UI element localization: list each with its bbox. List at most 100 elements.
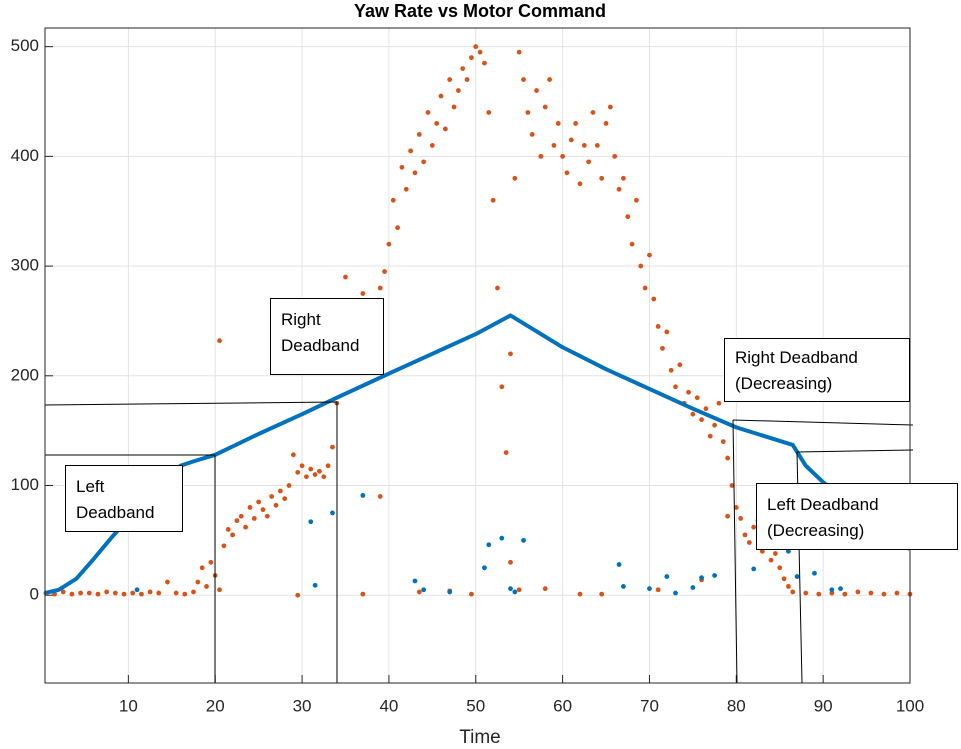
data-point — [612, 153, 618, 159]
data-point — [425, 110, 431, 115]
data-point — [521, 77, 526, 82]
data-point — [733, 505, 739, 510]
data-point — [421, 159, 427, 165]
data-point — [442, 126, 448, 132]
data-point — [542, 586, 548, 592]
data-point — [230, 532, 235, 538]
data-point — [165, 579, 170, 585]
data-point — [243, 524, 249, 530]
data-point — [742, 532, 748, 538]
data-point — [269, 494, 275, 499]
data-point — [720, 439, 726, 445]
data-point — [690, 411, 696, 417]
data-point — [460, 66, 466, 71]
data-point — [664, 574, 670, 579]
data-point — [629, 241, 635, 247]
x-tick-label: 10 — [119, 696, 138, 715]
data-point — [134, 587, 140, 593]
data-point — [668, 367, 674, 373]
x-tick-label: 70 — [640, 696, 659, 715]
data-point — [412, 578, 418, 584]
data-point — [599, 591, 605, 597]
axes-box — [44, 27, 911, 684]
data-point — [495, 285, 500, 291]
y-tick-label: 300 — [11, 256, 39, 275]
annotation-line — [732, 419, 738, 684]
data-point — [416, 589, 422, 595]
data-point — [508, 351, 513, 357]
data-point — [312, 582, 318, 588]
data-point — [69, 591, 75, 597]
data-point — [638, 263, 644, 269]
data-point — [590, 110, 596, 115]
data-point — [464, 77, 470, 82]
data-point — [664, 329, 670, 335]
annotation-line — [796, 449, 914, 453]
annotation-lines — [44, 401, 914, 684]
data-point — [838, 586, 843, 592]
data-point — [803, 590, 809, 596]
data-point — [451, 104, 457, 110]
data-point — [516, 587, 522, 593]
data-point — [746, 540, 752, 545]
data-point — [529, 132, 535, 137]
data-point — [412, 170, 418, 176]
data-point — [95, 591, 101, 597]
data-point — [395, 225, 401, 231]
data-point — [499, 384, 505, 390]
data-point — [542, 104, 548, 110]
data-point — [434, 121, 440, 126]
data-point — [712, 422, 717, 428]
data-point — [512, 589, 518, 595]
data-point — [86, 590, 92, 596]
data-point — [538, 153, 544, 159]
y-tick-label: 200 — [11, 365, 39, 384]
data-point — [260, 507, 266, 513]
data-point — [647, 252, 652, 258]
data-point — [768, 557, 774, 563]
data-point — [655, 324, 661, 329]
data-point — [621, 584, 626, 589]
x-tick-label: 50 — [466, 696, 485, 715]
data-point — [781, 576, 787, 582]
data-point — [403, 186, 409, 192]
data-point — [312, 472, 318, 477]
data-point — [469, 591, 474, 597]
data-point — [525, 110, 531, 115]
y-tick-label: 400 — [11, 146, 39, 165]
data-point — [521, 537, 526, 543]
x-tick-label: 30 — [293, 696, 312, 715]
data-point — [217, 587, 222, 593]
y-tick-label: 100 — [11, 475, 39, 494]
data-point — [195, 579, 201, 585]
chart-title: Yaw Rate vs Motor Command — [354, 1, 606, 21]
data-point — [130, 590, 136, 596]
data-point — [516, 49, 522, 55]
data-point — [508, 586, 513, 592]
data-point — [377, 494, 383, 499]
data-point — [738, 516, 744, 521]
data-point — [390, 197, 396, 203]
data-point — [690, 585, 696, 590]
x-tick-label: 100 — [896, 696, 924, 715]
data-point — [616, 562, 622, 567]
data-point — [486, 542, 492, 548]
data-point — [416, 132, 422, 137]
data-point — [881, 591, 887, 597]
data-point — [139, 591, 144, 597]
data-point — [256, 499, 262, 505]
data-point — [147, 589, 153, 595]
data-point — [816, 591, 822, 597]
data-point — [482, 565, 487, 571]
data-point — [564, 170, 570, 176]
data-point — [594, 142, 600, 148]
data-point — [156, 590, 162, 596]
data-point — [786, 584, 791, 589]
data-point — [855, 589, 861, 595]
data-point — [482, 60, 487, 66]
x-tick-label: 60 — [553, 696, 572, 715]
data-point — [360, 291, 366, 296]
data-point — [577, 181, 583, 187]
data-point — [173, 590, 179, 596]
data-point — [603, 121, 609, 126]
